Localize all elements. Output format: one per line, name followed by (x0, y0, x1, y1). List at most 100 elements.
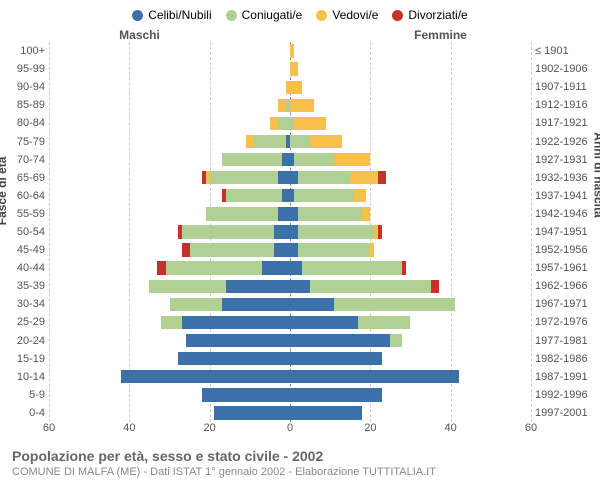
age-row (49, 151, 531, 169)
birth-label: 1902-1906 (535, 60, 596, 78)
age-row (49, 350, 531, 368)
birth-label: 1922-1926 (535, 132, 596, 150)
birth-label: 1937-1941 (535, 187, 596, 205)
age-row (49, 114, 531, 132)
bar-segment (178, 352, 290, 365)
male-bar (49, 189, 290, 202)
male-bar (49, 352, 290, 365)
legend-label: Vedovi/e (332, 8, 378, 22)
bar-segment (290, 135, 310, 148)
bar-segment (226, 280, 290, 293)
left-axis-title: Fasce di età (0, 157, 9, 226)
bar-segment (290, 316, 358, 329)
male-bar (49, 334, 290, 347)
x-tick: 20 (364, 422, 376, 434)
legend-item: Celibi/Nubili (132, 8, 211, 22)
bar-segment (298, 243, 370, 256)
male-bar (49, 81, 290, 94)
pyramid-area: Fasce di età Anni di nascita 100+95-9990… (4, 42, 596, 422)
male-bar (49, 135, 290, 148)
bar-segment (290, 370, 459, 383)
age-row (49, 78, 531, 96)
birth-label: 1962-1966 (535, 277, 596, 295)
age-label: 75-79 (4, 132, 45, 150)
birth-label: 1977-1981 (535, 332, 596, 350)
male-bar (49, 298, 290, 311)
male-bar (49, 316, 290, 329)
bar-segment (290, 207, 298, 220)
age-label: 45-49 (4, 241, 45, 259)
bar-segment (370, 243, 374, 256)
female-bar (290, 171, 531, 184)
x-tick: 60 (43, 422, 55, 434)
female-bar (290, 225, 531, 238)
age-row (49, 223, 531, 241)
bar-segment (378, 171, 386, 184)
female-bar (290, 280, 531, 293)
age-label: 65-69 (4, 169, 45, 187)
male-header: Maschi (49, 28, 290, 42)
bar-segment (190, 243, 274, 256)
bar-segment (334, 153, 370, 166)
legend-swatch (392, 10, 403, 21)
male-bar (49, 261, 290, 274)
age-label: 85-89 (4, 96, 45, 114)
female-header: Femmine (290, 28, 531, 42)
age-label: 50-54 (4, 223, 45, 241)
age-label: 5-9 (4, 386, 45, 404)
bar-segment (294, 189, 354, 202)
female-bar (290, 406, 531, 419)
bar-segment (182, 225, 274, 238)
age-label: 15-19 (4, 350, 45, 368)
male-bar (49, 171, 290, 184)
age-label: 10-14 (4, 368, 45, 386)
bar-segment (121, 370, 290, 383)
bar-segment (274, 243, 290, 256)
age-label: 95-99 (4, 60, 45, 78)
bar-segment (149, 280, 225, 293)
bar-segment (310, 135, 342, 148)
legend-swatch (226, 10, 237, 21)
x-tick: 40 (123, 422, 135, 434)
female-bar (290, 298, 531, 311)
bar-segment (278, 171, 290, 184)
birth-label: 1942-1946 (535, 205, 596, 223)
age-row (49, 313, 531, 331)
legend-label: Coniugati/e (242, 8, 303, 22)
age-label: 60-64 (4, 187, 45, 205)
bar-segment (290, 44, 294, 57)
bar-segment (270, 117, 278, 130)
bar-segment (290, 261, 302, 274)
legend-item: Divorziati/e (392, 8, 467, 22)
bar-segment (290, 298, 334, 311)
age-label: 20-24 (4, 332, 45, 350)
age-row (49, 241, 531, 259)
bar-segment (354, 189, 366, 202)
legend-label: Celibi/Nubili (148, 8, 211, 22)
age-label: 0-4 (4, 404, 45, 422)
population-pyramid-chart: Celibi/Nubili Coniugati/e Vedovi/e Divorzia… (0, 0, 600, 500)
male-bar (49, 117, 290, 130)
bar-segment (278, 99, 286, 112)
bar-segment (290, 280, 310, 293)
legend-item: Vedovi/e (316, 8, 378, 22)
age-row (49, 332, 531, 350)
male-bar (49, 99, 290, 112)
age-row (49, 368, 531, 386)
birth-label: ≤ 1901 (535, 42, 596, 60)
bar-segment (226, 189, 282, 202)
bar-segment (290, 225, 298, 238)
male-bar (49, 406, 290, 419)
female-bar (290, 334, 531, 347)
age-label: 80-84 (4, 114, 45, 132)
male-bar (49, 225, 290, 238)
bar-segment (298, 171, 350, 184)
bar-segment (358, 316, 410, 329)
bar-segment (290, 62, 298, 75)
bar-segment (390, 334, 402, 347)
bar-segment (262, 261, 290, 274)
x-axis: 6040200204060 (49, 422, 531, 438)
bar-segment (206, 207, 278, 220)
bar-segment (302, 261, 402, 274)
bar-segment (290, 99, 314, 112)
